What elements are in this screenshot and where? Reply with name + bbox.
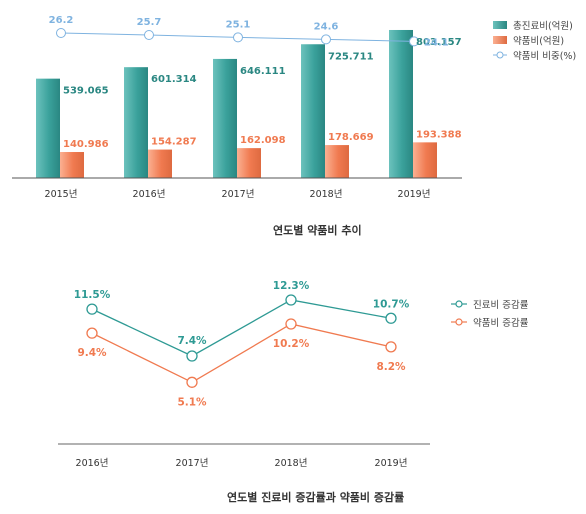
x-tick-label: 2016년 xyxy=(76,458,109,469)
bar-drug xyxy=(148,149,172,178)
ratio-point xyxy=(409,36,419,47)
legend-label: 약품비(억원) xyxy=(513,35,565,47)
care-rate-point xyxy=(186,350,198,362)
x-tick-label: 2018년 xyxy=(310,189,343,200)
x-tick-label: 2017년 xyxy=(176,458,209,469)
x-tick-label: 2015년 xyxy=(45,189,78,200)
data-label-care-rate: 10.7% xyxy=(373,298,410,310)
data-label-total: 725.711 xyxy=(328,51,374,62)
legend-item-ratio: 약품비 비중(%) xyxy=(493,47,576,62)
chart1-legend: 총진료비(억원) 약품비(억원) 약품비 비중(%) xyxy=(493,17,576,62)
bar-drug xyxy=(60,152,84,178)
data-label-drug-rate: 5.1% xyxy=(177,396,207,408)
drug-rate-point xyxy=(385,341,397,353)
drug-rate-line xyxy=(91,323,392,384)
legend-label: 약품비 비중(%) xyxy=(513,50,577,62)
x-tick-label: 2016년 xyxy=(133,189,166,200)
bar-total xyxy=(213,58,237,179)
data-label-drug: 193.388 xyxy=(416,129,462,140)
data-label-drug: 154.287 xyxy=(151,137,197,148)
care-rate-point xyxy=(385,312,397,324)
legend-item-drug-rate: 약품비 증감률 xyxy=(451,313,528,331)
drug-rate-point xyxy=(86,327,98,339)
bar-drug xyxy=(237,148,261,178)
legend-label: 약품비 증감률 xyxy=(473,318,529,329)
x-tick-label: 2019년 xyxy=(398,189,431,200)
data-label-drug-rate: 10.2% xyxy=(273,338,310,350)
chart2-legend: 진료비 증감률 약품비 증감률 xyxy=(451,295,528,331)
chart1-title: 연도별 약품비 추이 xyxy=(273,224,362,237)
data-label-drug: 178.669 xyxy=(328,132,374,143)
care-rate-line xyxy=(91,299,392,357)
data-label-ratio: 25.7 xyxy=(137,17,162,28)
legend-item-total: 총진료비(억원) xyxy=(493,17,576,32)
bar-total xyxy=(124,67,148,178)
legend-item-care-rate: 진료비 증감률 xyxy=(451,295,528,313)
data-label-drug-rate: 9.4% xyxy=(77,347,107,359)
x-tick-label: 2018년 xyxy=(275,458,308,469)
data-label-total: 601.314 xyxy=(151,74,197,85)
bar-total xyxy=(389,29,413,178)
legend-line-marker-icon xyxy=(493,51,507,58)
ratio-point xyxy=(233,32,243,43)
x-tick-label: 2019년 xyxy=(375,458,408,469)
data-label-care-rate: 12.3% xyxy=(273,280,310,292)
ratio-point xyxy=(321,34,331,45)
legend-label: 총진료비(억원) xyxy=(513,20,573,32)
chart2-title: 연도별 진료비 증감률과 약품비 증감률 xyxy=(227,491,405,504)
data-label-care-rate: 11.5% xyxy=(74,289,111,301)
ratio-point xyxy=(144,30,154,40)
legend-line-marker-icon xyxy=(451,318,467,326)
bar-total xyxy=(36,78,60,178)
bar-total xyxy=(301,44,325,178)
care-rate-point xyxy=(86,303,98,315)
data-label-care-rate: 7.4% xyxy=(177,335,207,347)
data-label-total: 646.111 xyxy=(240,66,286,77)
data-label-total: 539.065 xyxy=(63,86,109,97)
data-label-ratio: 25.1 xyxy=(226,19,251,30)
legend-swatch-teal xyxy=(493,20,507,29)
bar-drug xyxy=(413,142,437,178)
legend-label: 진료비 증감률 xyxy=(473,300,529,311)
legend-line-marker-icon xyxy=(451,300,467,308)
data-label-ratio: 26.2 xyxy=(49,15,74,26)
data-label-ratio: 24.1 xyxy=(424,37,449,48)
legend-swatch-orange xyxy=(493,35,507,44)
ratio-point xyxy=(56,28,66,38)
bar-drug xyxy=(325,145,349,178)
data-label-drug: 140.986 xyxy=(63,139,109,150)
data-label-ratio: 24.6 xyxy=(314,21,339,32)
care-rate-point xyxy=(285,294,297,306)
legend-item-drug: 약품비(억원) xyxy=(493,32,576,47)
drug-rate-point xyxy=(285,318,297,330)
data-label-drug-rate: 8.2% xyxy=(376,361,406,373)
x-tick-label: 2017년 xyxy=(222,189,255,200)
data-label-total: 803.157 xyxy=(416,37,462,48)
drug-rate-point xyxy=(186,376,198,388)
data-label-drug: 162.098 xyxy=(240,135,286,146)
